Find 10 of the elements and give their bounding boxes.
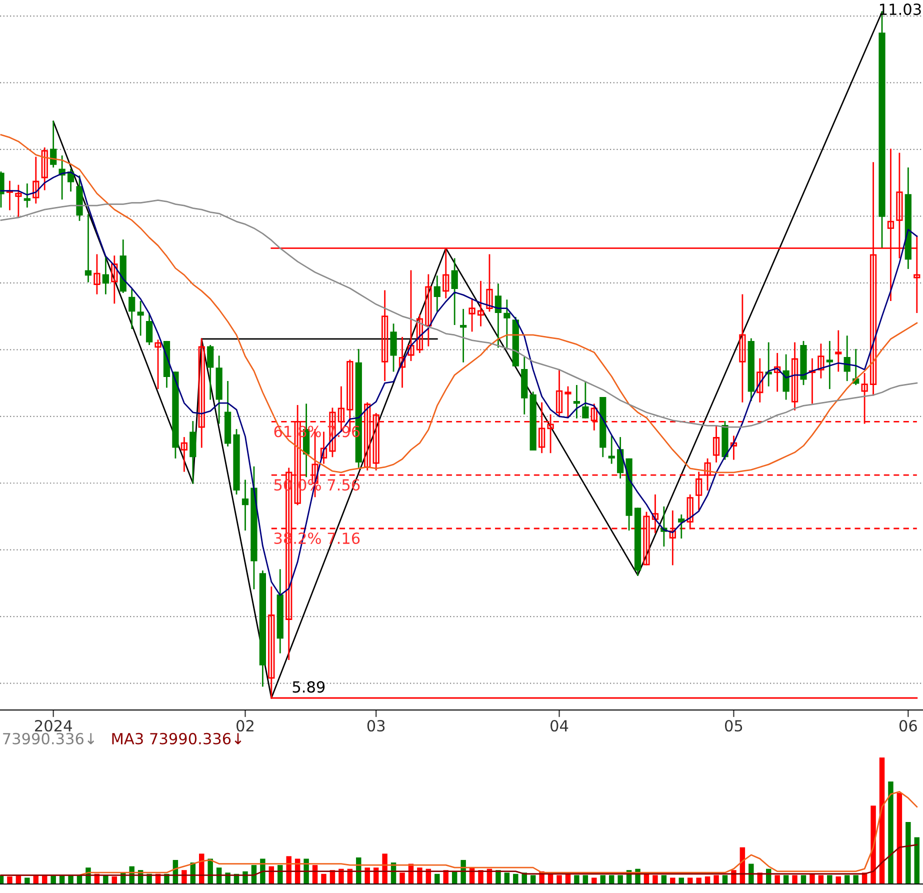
annotation: 11.03 <box>880 4 921 16</box>
x-tick-label: 03 <box>367 720 385 732</box>
annotation: 5.89 <box>292 681 325 693</box>
x-tick-label: 05 <box>725 720 742 732</box>
text: MA3 73990.336↓ <box>112 732 242 744</box>
text: 73990.336↓ <box>3 732 94 744</box>
x-tick-label: 02 <box>236 720 254 732</box>
x-tick-label: 04 <box>550 720 568 732</box>
x-tick-label: 06 <box>899 720 917 732</box>
x-tick-label: 2024 <box>35 720 72 732</box>
